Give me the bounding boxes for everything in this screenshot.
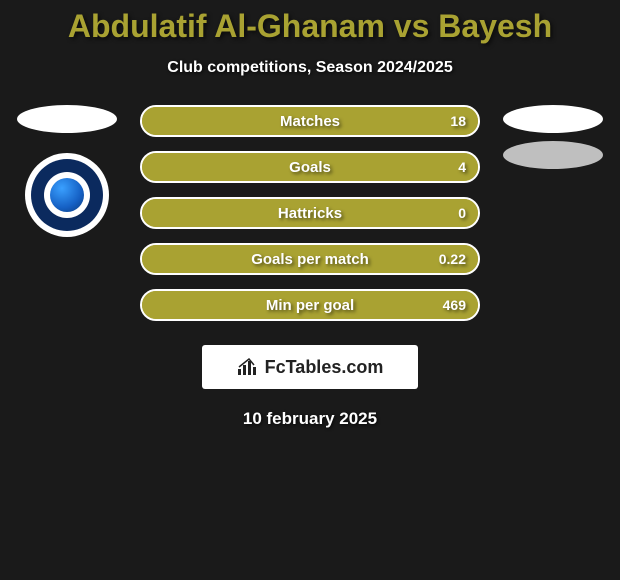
club-center: [44, 172, 90, 218]
player-right-oval-bottom: [503, 141, 603, 169]
stat-bar: Matches 18: [140, 105, 480, 137]
club-ring: [31, 159, 103, 231]
stat-label: Goals per match: [251, 251, 369, 268]
stat-label: Min per goal: [266, 297, 354, 314]
stat-value-right: 0: [458, 205, 466, 221]
comparison-card: Abdulatif Al-Ghanam vs Bayesh Club compe…: [0, 0, 620, 580]
stat-value-right: 18: [450, 113, 466, 129]
right-player-col: [498, 105, 608, 169]
stat-bar: Goals per match 0.22: [140, 243, 480, 275]
subtitle: Club competitions, Season 2024/2025: [0, 59, 620, 77]
bar-chart-icon: [237, 358, 259, 376]
club-badge-left: [25, 153, 109, 237]
stat-label: Matches: [280, 113, 340, 130]
main-row: Matches 18 Goals 4 Hattricks 0 Goals per match…: [0, 105, 620, 321]
stat-value-right: 0.22: [439, 251, 466, 267]
player-right-oval-top: [503, 105, 603, 133]
footer-brand-badge: FcTables.com: [202, 345, 418, 389]
stat-value-right: 4: [458, 159, 466, 175]
date-line: 10 february 2025: [0, 409, 620, 429]
left-player-col: [12, 105, 122, 237]
footer-brand-text: FcTables.com: [265, 357, 384, 378]
club-ball-icon: [50, 178, 84, 212]
stat-value-right: 469: [443, 297, 466, 313]
stats-column: Matches 18 Goals 4 Hattricks 0 Goals per match…: [140, 105, 480, 321]
stat-bar: Min per goal 469: [140, 289, 480, 321]
stat-bar: Goals 4: [140, 151, 480, 183]
player-left-oval: [17, 105, 117, 133]
stat-label: Goals: [289, 159, 331, 176]
page-title: Abdulatif Al-Ghanam vs Bayesh: [0, 8, 620, 45]
stat-bar: Hattricks 0: [140, 197, 480, 229]
stat-label: Hattricks: [278, 205, 342, 222]
